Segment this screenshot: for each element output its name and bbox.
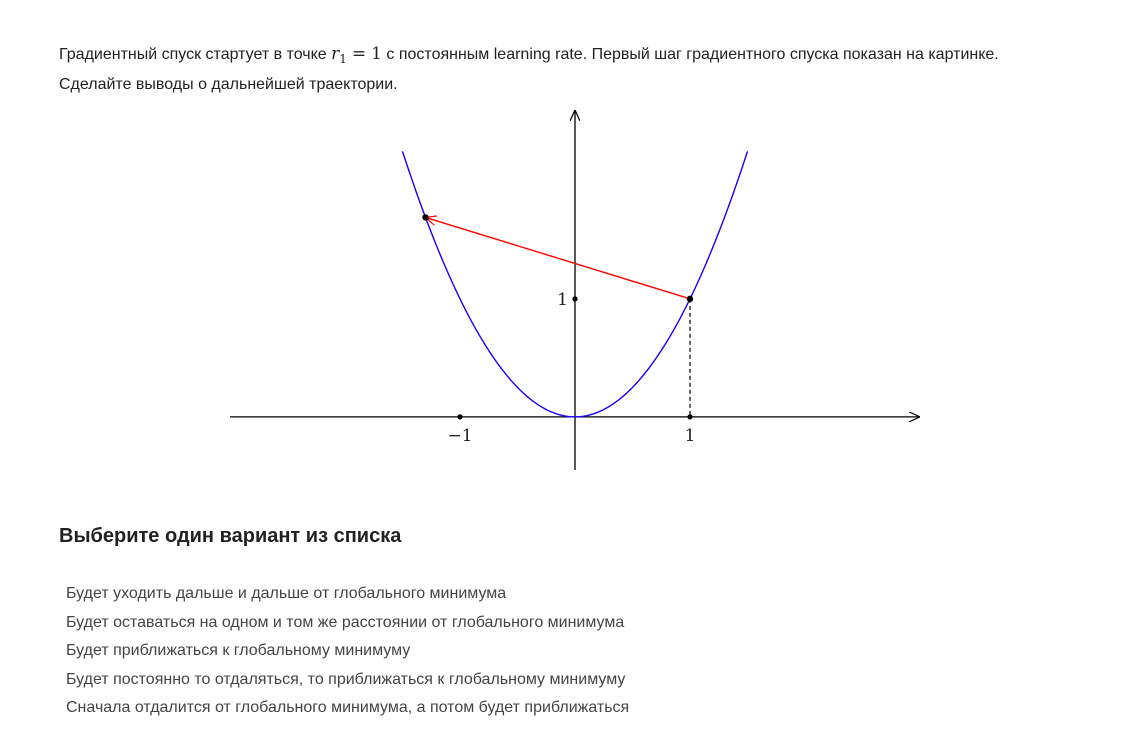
math-subscript: 1 [339, 52, 347, 66]
x-tick-label-1: −1 [447, 426, 472, 446]
chart-svg: −1 1 1 [230, 110, 920, 470]
answer-options-list: Будет уходить дальше и дальше от глобаль… [58, 580, 758, 723]
marked-point-2 [422, 214, 429, 221]
marked-point-4 [457, 414, 463, 420]
marked-point-1 [686, 295, 694, 303]
answers-title: Выберите один вариант из списка [59, 525, 402, 547]
question-text-part1: Градиентный спуск стартует в точке [59, 46, 332, 63]
math-r1: r1 = 1 [331, 44, 382, 66]
gradient-descent-figure: −1 1 1 [230, 110, 920, 470]
marked-point-3 [572, 296, 578, 302]
question-text: Градиентный спуск стартует в точке r1 = 1 … [59, 41, 1099, 98]
math-var: r [331, 44, 340, 64]
marked-point-5 [687, 414, 693, 420]
answer-option-1[interactable]: Будет уходить дальше и дальше от глобаль… [66, 585, 507, 602]
answer-option-5[interactable]: Сначала отдалится от глобального минимум… [66, 699, 630, 716]
question-text-part2: с постоянным learning rate. Первый шаг г… [381, 46, 999, 63]
answer-option-2[interactable]: Будет оставаться на одном и том же расст… [66, 613, 625, 631]
answer-option-3[interactable]: Будет приближаться к глобальному минимум… [66, 642, 411, 659]
x-tick-label-2: 1 [685, 426, 696, 446]
gradient-step-arrow [426, 217, 691, 300]
math-value: 1 [371, 44, 382, 64]
math-equals: = [351, 44, 367, 64]
question-text-line2: Сделайте выводы о дальнейшей траектории. [59, 76, 398, 93]
answer-option-4[interactable]: Будет постоянно то отдаляться, то прибли… [66, 670, 626, 688]
y-tick-label-1: 1 [557, 290, 568, 310]
